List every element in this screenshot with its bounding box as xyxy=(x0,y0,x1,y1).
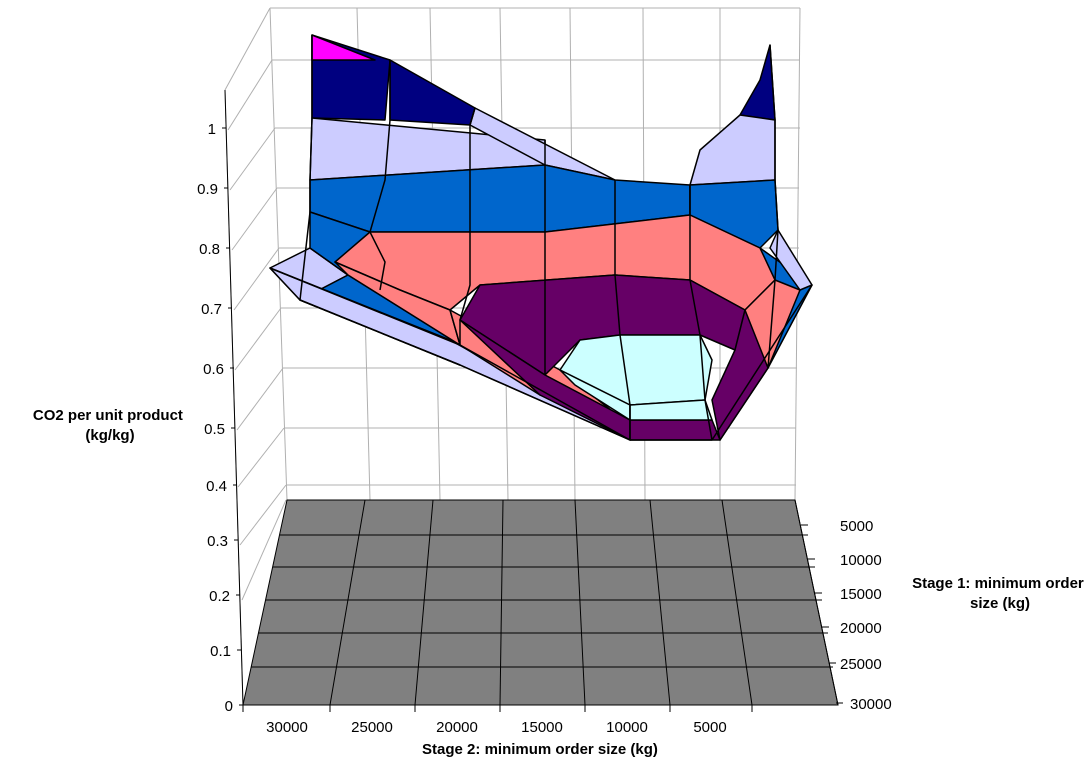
z-tick-label: 0.5 xyxy=(204,421,225,438)
z-tick-label: 0.1 xyxy=(210,643,231,660)
z-tick-label: 0.6 xyxy=(203,361,224,378)
z-tick-label: 0 xyxy=(225,698,233,715)
floor xyxy=(242,499,839,706)
z-tick-labels: 0 0.1 0.2 0.3 0.4 0.5 0.6 0.7 0.8 0.9 1 xyxy=(197,121,233,715)
z-axis-title: CO2 per unit product (kg/kg) xyxy=(33,407,187,444)
z-tick-label: 0.4 xyxy=(206,478,227,495)
z-tick-label: 0.8 xyxy=(199,241,220,258)
x-tick-label: 25000 xyxy=(351,719,393,736)
y-axis xyxy=(794,499,843,706)
x-axis xyxy=(242,704,838,712)
x-tick-label: 5000 xyxy=(693,719,726,736)
x-tick-label: 10000 xyxy=(606,719,648,736)
x-tick-label: 30000 xyxy=(266,719,308,736)
y-tick-label: 25000 xyxy=(840,656,882,673)
y-tick-label: 20000 xyxy=(840,620,882,637)
y-tick-labels: 5000 10000 15000 20000 25000 30000 xyxy=(840,518,892,713)
z-tick-label: 0.7 xyxy=(201,301,222,318)
z-tick-label: 1 xyxy=(208,121,216,138)
x-tick-label: 15000 xyxy=(521,719,563,736)
z-tick-label: 0.3 xyxy=(207,533,228,550)
y-tick-label: 15000 xyxy=(840,586,882,603)
y-axis-title: Stage 1: minimum order size (kg) xyxy=(912,575,1086,612)
z-tick-label: 0.2 xyxy=(209,588,230,605)
y-tick-label: 30000 xyxy=(850,696,892,713)
y-tick-label: 10000 xyxy=(840,552,882,569)
x-tick-labels: 30000 25000 20000 15000 10000 5000 xyxy=(266,719,727,736)
z-tick-label: 0.9 xyxy=(197,181,218,198)
x-tick-label: 20000 xyxy=(436,719,478,736)
surface xyxy=(269,34,813,441)
y-tick-label: 5000 xyxy=(840,518,873,535)
z-axis xyxy=(222,89,244,706)
x-axis-title: Stage 2: minimum order size (kg) xyxy=(422,741,658,758)
